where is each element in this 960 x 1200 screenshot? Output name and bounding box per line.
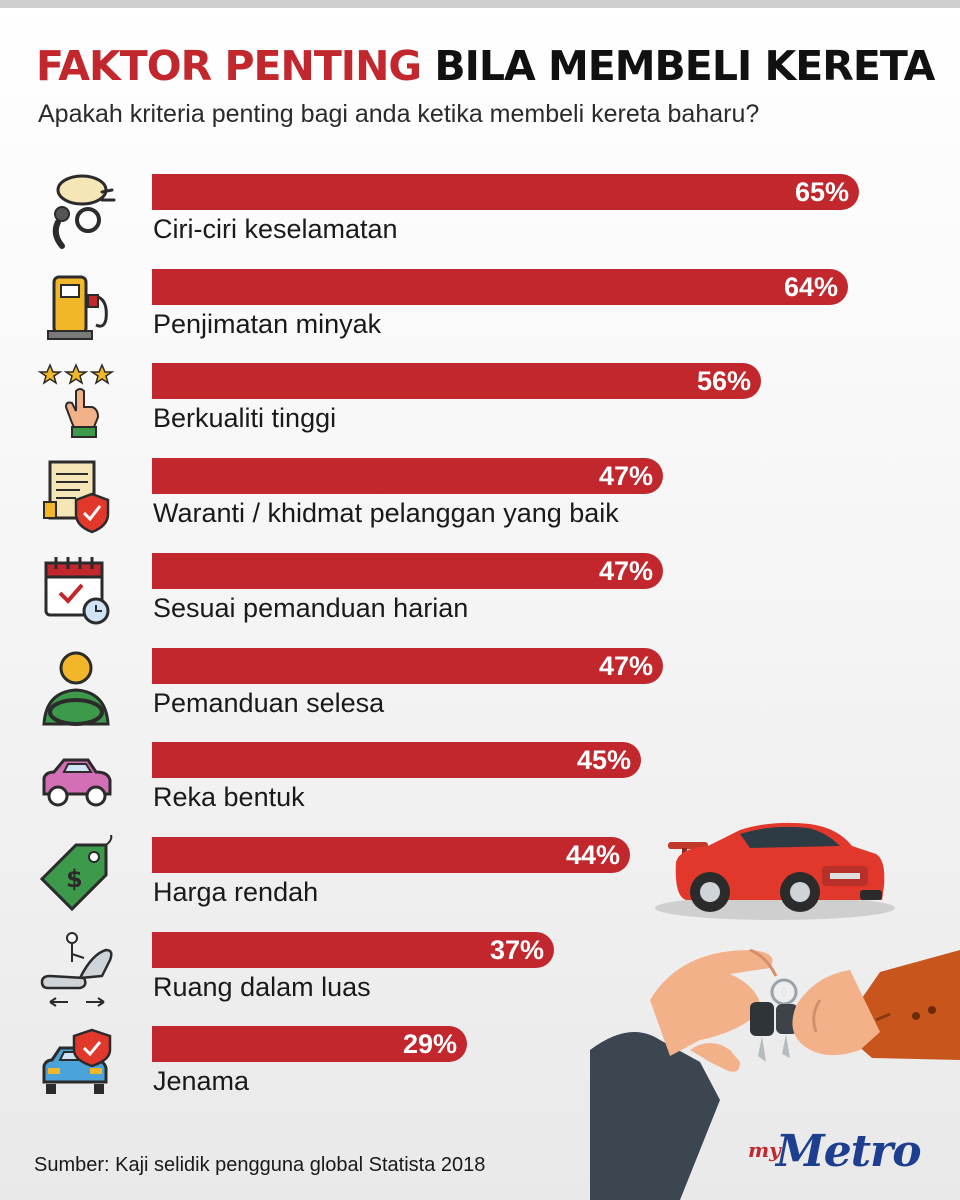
category-label: Berkualiti tinggi — [153, 403, 337, 434]
chart-row-reka-bentuk: 45% Reka bentuk — [0, 740, 960, 824]
bar-value-label: 45% — [576, 745, 631, 776]
title-highlight: FAKTOR PENTING — [36, 42, 422, 90]
bar: 47% — [152, 552, 663, 589]
title-rest: BILA MEMBELI KERETA — [434, 42, 935, 90]
category-label: Harga rendah — [153, 876, 319, 907]
chart-row-berkualiti-tinggi: 56% Berkualiti tinggi — [0, 361, 960, 445]
car-icon — [36, 740, 116, 820]
driver-icon — [36, 646, 116, 726]
category-label: Waranti / khidmat pelanggan yang baik — [153, 498, 619, 529]
bar-value-label: 29% — [402, 1029, 457, 1060]
bar-value-label: 56% — [696, 366, 751, 397]
bar: 44% — [152, 836, 630, 873]
logo-name: Metro — [776, 1126, 922, 1177]
bar: 29% — [152, 1026, 467, 1063]
bar: 47% — [152, 647, 663, 684]
price-tag-icon: $ — [36, 834, 116, 915]
chart-row-penjimatan-minyak: 64% Penjimatan minyak — [0, 267, 960, 351]
chart-row-pemanduan-selesa: 47% Pemanduan selesa — [0, 646, 960, 730]
brand-car-icon — [36, 1024, 116, 1104]
logo-prefix: my — [748, 1138, 781, 1162]
category-label: Reka bentuk — [153, 782, 305, 813]
chart-row-jenama: 29% Jenama — [0, 1024, 960, 1108]
car-keys-illustration — [590, 822, 960, 1200]
bar: 64% — [152, 268, 848, 305]
chart-row-ciri-ciri-keselamatan: 65% Ciri-ciri keselamatan — [0, 172, 960, 256]
bar: 45% — [152, 742, 641, 779]
bar-value-label: 37% — [489, 934, 544, 965]
bar: 37% — [152, 931, 554, 968]
category-label: Ruang dalam luas — [153, 971, 371, 1002]
bar-value-label: 47% — [598, 461, 653, 492]
bar: 47% — [152, 458, 663, 495]
chart-row-sesuai-pemanduan-harian: 47% Sesuai pemanduan harian — [0, 551, 960, 635]
bar-value-label: 47% — [598, 650, 653, 681]
category-label: Pemanduan selesa — [153, 687, 385, 718]
fuel-pump-icon — [36, 267, 116, 347]
page-subtitle: Apakah kriteria penting bagi anda ketika… — [38, 100, 760, 128]
category-label: Jenama — [153, 1066, 250, 1097]
category-label: Ciri-ciri keselamatan — [153, 214, 398, 244]
metro-logo: my Metro — [748, 1126, 948, 1188]
category-label: Sesuai pemanduan harian — [153, 592, 469, 623]
bar: 56% — [152, 363, 761, 400]
star-rating-icon — [36, 361, 116, 441]
chart-row-harga-rendah: $44% Harga rendah — [0, 834, 960, 919]
chart-row-waranti-khidmat-pelanggan-yang-baik: 47% Waranti / khidmat pelanggan yang baik — [0, 456, 960, 540]
calendar-icon — [36, 551, 116, 631]
source-note: Sumber: Kaji selidik pengguna global Sta… — [34, 1154, 486, 1176]
top-border — [0, 0, 960, 8]
seat-space-icon — [36, 930, 116, 1010]
bar: 65% — [152, 174, 859, 210]
bar-value-label: 44% — [565, 839, 620, 870]
page-title: FAKTOR PENTING BILA MEMBELI KERETA — [36, 38, 935, 94]
svg-text:$: $ — [66, 865, 83, 893]
bar-value-label: 47% — [598, 555, 653, 586]
bar-value-label: 64% — [783, 271, 838, 302]
bar-value-label: 65% — [794, 177, 849, 207]
category-label: Penjimatan minyak — [153, 308, 382, 339]
airbag-icon — [36, 172, 116, 252]
chart-row-ruang-dalam-luas: 37% Ruang dalam luas — [0, 930, 960, 1014]
warranty-icon — [36, 456, 116, 536]
